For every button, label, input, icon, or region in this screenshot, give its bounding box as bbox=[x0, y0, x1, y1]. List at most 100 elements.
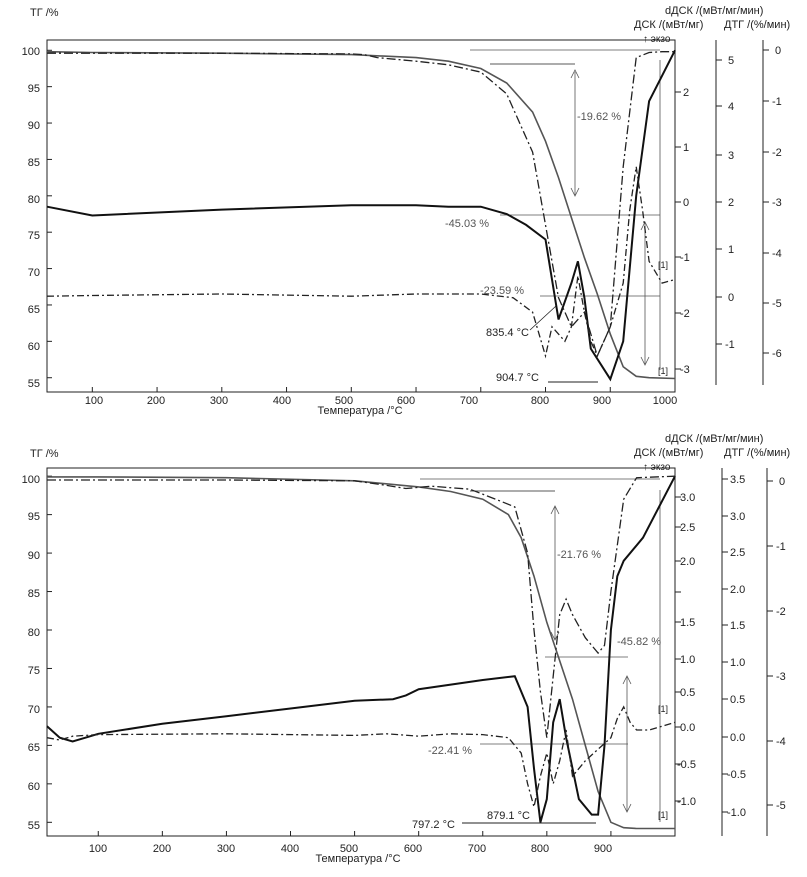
x-tick-label: 200 bbox=[153, 843, 171, 855]
ddsc-tick-label: 1.5 bbox=[680, 617, 695, 629]
x-tick-label: 200 bbox=[147, 395, 165, 407]
tg-tick-label: 90 bbox=[28, 550, 40, 562]
annotation-label: 797.2 °C bbox=[412, 819, 455, 831]
dtg-curve bbox=[46, 705, 676, 808]
annotation-label: 835.4 °C bbox=[486, 327, 529, 339]
x-tick-label: 500 bbox=[335, 395, 353, 407]
dsc-curve bbox=[46, 475, 676, 823]
dsc-tick-label: 2.5 bbox=[730, 547, 745, 559]
dtg-tick-label: -5 bbox=[776, 800, 786, 812]
x-tick-label: 900 bbox=[593, 395, 611, 407]
tg-tick-label: 80 bbox=[28, 194, 40, 206]
curves bbox=[46, 475, 676, 830]
tg-y-axis: 55 60 65 70 75 80 85 90 95 100 bbox=[22, 474, 52, 832]
annotation-label: -45.03 % bbox=[445, 218, 489, 230]
dtg-axis-label: ДТГ /(%/мин) bbox=[724, 19, 790, 31]
tg-axis-label: ТГ /% bbox=[30, 7, 59, 19]
dsc-axis-label: ДСК /(мВт/мг) bbox=[634, 447, 703, 459]
tg-tick-label: 60 bbox=[28, 341, 40, 353]
dsc-tick-label: 1 bbox=[728, 244, 734, 256]
dtg-tick-label: -2 bbox=[772, 147, 782, 159]
ddsc-tick-label: 2 bbox=[683, 87, 689, 99]
x-tick-label: 400 bbox=[281, 843, 299, 855]
plot-frame bbox=[46, 39, 676, 393]
dsc-tick-label: 3 bbox=[728, 150, 734, 162]
x-tick-label: 300 bbox=[210, 395, 228, 407]
annotation-label: -45.82 % bbox=[617, 636, 661, 648]
dtg-tick-label: -4 bbox=[772, 248, 782, 260]
step-markers bbox=[470, 49, 661, 383]
annotation-label: -19.62 % bbox=[577, 111, 621, 123]
annotation-label: 904.7 °C bbox=[496, 372, 539, 384]
tg-curve bbox=[47, 476, 675, 830]
plot-frame bbox=[46, 467, 676, 837]
dsc-tick-label: 0 bbox=[728, 292, 734, 304]
tg-tick-label: 75 bbox=[28, 230, 40, 242]
tg-tick-label: 60 bbox=[28, 781, 40, 793]
annotation-label: [1] bbox=[658, 260, 668, 270]
ddsc-tick-label: 0.0 bbox=[680, 722, 695, 734]
tg-tick-label: 65 bbox=[28, 304, 40, 316]
dsc-tick-label: 2.0 bbox=[730, 584, 745, 596]
tg-tick-label: 95 bbox=[28, 83, 40, 95]
dsc-tick-label: 2 bbox=[728, 197, 734, 209]
tg-tick-label: 75 bbox=[28, 665, 40, 677]
ddsc-tick-label: -1 bbox=[680, 252, 690, 264]
dsc-tick-label: 3.5 bbox=[730, 474, 745, 486]
ddsc-tick-label: 3.0 bbox=[680, 492, 695, 504]
tg-axis-label: ТГ /% bbox=[30, 448, 59, 460]
chart-panel-top: ТГ /% dДСК /(мВт/мг/мин) ДСК /(мВт/мг) Д… bbox=[22, 5, 791, 417]
dsc-tick-label: -1.0 bbox=[727, 807, 746, 819]
tg-tick-label: 100 bbox=[22, 474, 40, 486]
x-tick-label: 400 bbox=[273, 395, 291, 407]
ddsc-tick-label: 2.5 bbox=[680, 522, 695, 534]
annotation-label: -23.59 % bbox=[480, 285, 524, 297]
x-tick-label: 100 bbox=[85, 395, 103, 407]
annotation-label: -21.76 % bbox=[557, 549, 601, 561]
x-tick-label: 300 bbox=[217, 843, 235, 855]
tg-tick-label: 95 bbox=[28, 511, 40, 523]
ddsc-tick-label: -3 bbox=[680, 364, 690, 376]
tg-tick-label: 85 bbox=[28, 157, 40, 169]
annotation-label: [1] bbox=[658, 366, 668, 376]
tg-y-axis: 55 60 65 70 75 80 85 90 95 100 bbox=[22, 40, 52, 392]
ddsc-axis-label: dДСК /(мВт/мг/мин) bbox=[665, 433, 763, 445]
x-tick-label: 1000 bbox=[653, 395, 677, 407]
tg-tick-label: 80 bbox=[28, 627, 40, 639]
tg-tick-label: 70 bbox=[28, 704, 40, 716]
dtg-tick-label: -1 bbox=[776, 541, 786, 553]
tg-tick-label: 55 bbox=[28, 378, 40, 390]
annotation-label: -22.41 % bbox=[428, 745, 472, 757]
dsc-tick-label: 1.0 bbox=[730, 657, 745, 669]
dtg-tick-label: -3 bbox=[776, 671, 786, 683]
x-tick-label: 600 bbox=[404, 843, 422, 855]
dtg-tick-label: -2 bbox=[776, 606, 786, 618]
tg-curve bbox=[46, 50, 676, 380]
x-tick-label: 500 bbox=[340, 843, 358, 855]
x-tick-label: 700 bbox=[468, 843, 486, 855]
dsc-tick-label: 0.5 bbox=[730, 694, 745, 706]
dsc-axis: 3.5 3.0 2.5 2.0 1.5 1.0 0.5 0.0 -0.5 -1.… bbox=[721, 468, 746, 836]
ddsc-axis: 3.0 2.5 2.0 1.5 1.0 0.5 0.0 -0.5 -1.0 bbox=[674, 468, 696, 836]
x-axis-label: Температура /°C bbox=[317, 405, 402, 417]
x-tick-label: 100 bbox=[89, 843, 107, 855]
x-tick-label: 900 bbox=[594, 843, 612, 855]
x-tick-label: 600 bbox=[397, 395, 415, 407]
annotations: -19.62 % -45.03 % -23.59 % 835.4 °C 904.… bbox=[445, 111, 668, 384]
annotation-label: [1] bbox=[658, 704, 668, 714]
tg-tick-label: 85 bbox=[28, 588, 40, 600]
dsc-tick-label: 0.0 bbox=[730, 732, 745, 744]
dsc-axis: 5 4 3 2 1 0 -1 bbox=[715, 40, 735, 385]
dsc-tick-label: 5 bbox=[728, 55, 734, 67]
dtg-axis: 0 -1 -2 -3 -4 -5 bbox=[766, 468, 786, 836]
dsc-tick-label: 4 bbox=[728, 101, 734, 113]
annotation-label: [1] bbox=[658, 810, 668, 820]
temperature-x-axis: 100 200 300 400 500 600 700 800 900 Темп… bbox=[89, 831, 612, 865]
x-tick-label: 700 bbox=[460, 395, 478, 407]
ddsc-axis: 2 1 0 -1 -2 -3 bbox=[674, 40, 690, 385]
ddsc-tick-label: 1 bbox=[683, 142, 689, 154]
dtg-axis-label: ДТГ /(%/мин) bbox=[724, 447, 790, 459]
dtg-tick-label: -3 bbox=[772, 197, 782, 209]
ddsc-tick-label: 0 bbox=[683, 197, 689, 209]
